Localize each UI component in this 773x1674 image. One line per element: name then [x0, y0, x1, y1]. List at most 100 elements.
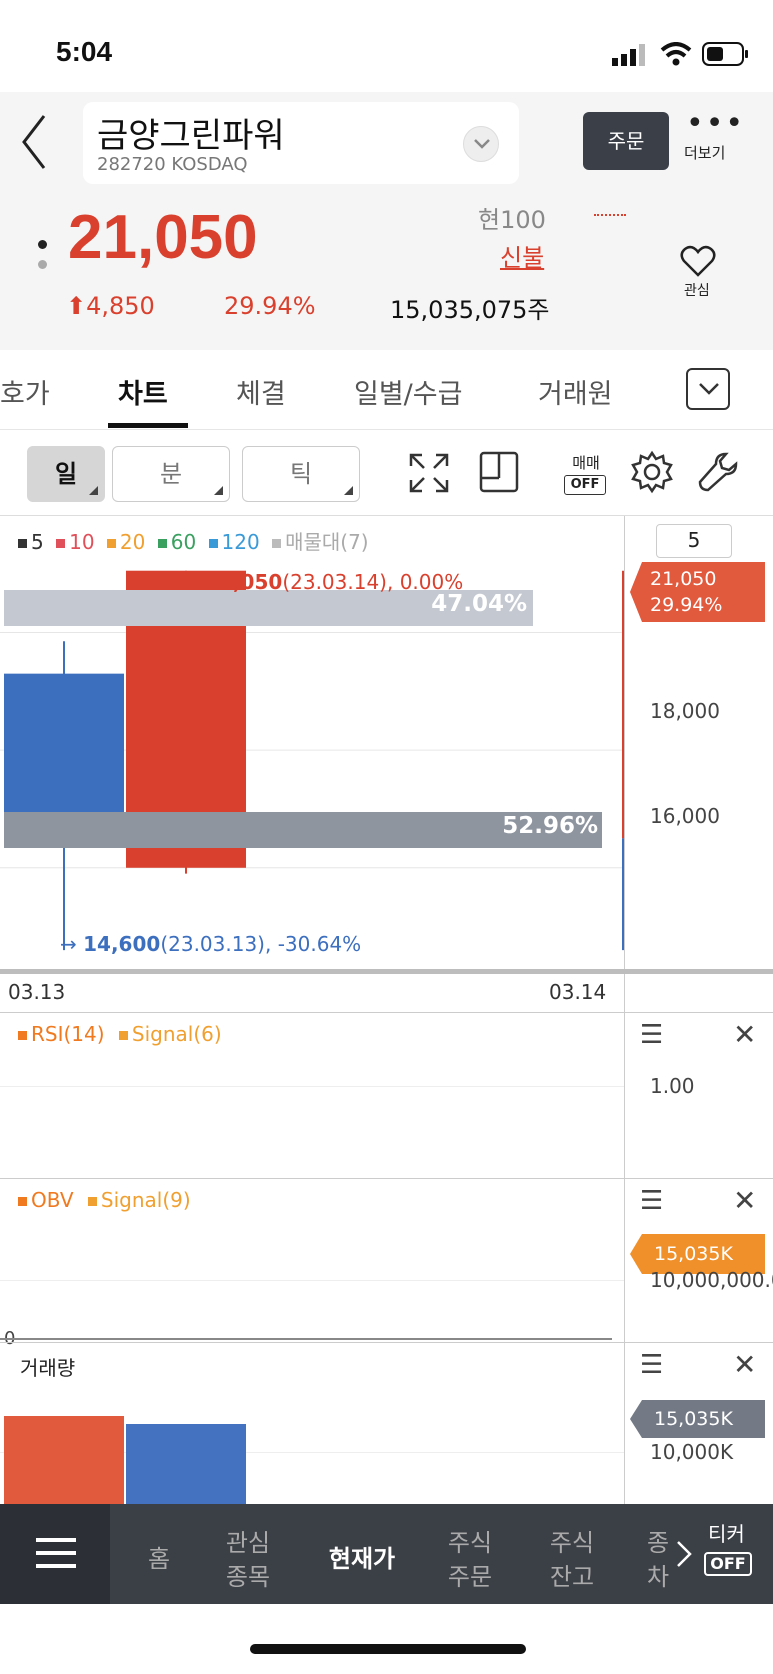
nav-stock-order[interactable]: 주식 주문: [447, 1529, 493, 1591]
volume-bar-0313: [4, 1416, 124, 1504]
nav-home[interactable]: 홈: [147, 1545, 171, 1573]
y-axis-label-16000: 16,000: [650, 804, 720, 828]
chevron-right-icon[interactable]: [674, 1540, 694, 1568]
order-button[interactable]: 주문: [583, 112, 669, 170]
price-tag-value: 21,050: [650, 568, 717, 590]
obv-axis-value: 10,000,000.0: [650, 1268, 773, 1292]
x-label-0313: 03.13: [8, 980, 66, 1004]
tab-daily-supply[interactable]: 일별/수급: [354, 379, 463, 410]
legend-obv-signal: Signal(9): [87, 1188, 191, 1212]
price-change-value: 4,850: [86, 292, 155, 320]
volume-profile-bottom-label: 52.96%: [502, 813, 598, 839]
nav-current-price[interactable]: 현재가: [328, 1545, 396, 1573]
fullscreen-icon[interactable]: [408, 452, 450, 494]
low-annotation: → 14,600(23.03.13), -30.64%: [60, 932, 361, 956]
heart-icon[interactable]: [680, 244, 716, 278]
legend-ma60: 60: [157, 530, 196, 554]
ticker-toggle[interactable]: OFF: [704, 1552, 752, 1576]
divider: [0, 1178, 773, 1179]
volume-bar-0314: [126, 1424, 246, 1504]
stock-selector[interactable]: 금양그린파워 282720 KOSDAQ: [83, 102, 519, 184]
legend-swatch: [87, 1197, 97, 1206]
tab-expand-button[interactable]: [686, 368, 730, 410]
tab-trades[interactable]: 체결: [236, 379, 286, 410]
rsi-close-icon[interactable]: ✕: [733, 1018, 757, 1051]
volume-close-icon[interactable]: ✕: [733, 1348, 757, 1381]
unit-label: 현100: [478, 206, 546, 234]
signal-mark-icon: [594, 214, 626, 217]
chart-area[interactable]: 5 10 20 60 120 매물대(7) 5 47.04% 52.96% → …: [0, 516, 773, 1504]
rsi-menu-icon[interactable]: ☰: [640, 1020, 664, 1050]
trade-toggle[interactable]: OFF: [564, 475, 606, 495]
more-label[interactable]: 더보기: [684, 144, 726, 162]
volume-panel-title: 거래량: [20, 1356, 76, 1380]
obv-tag: 15,035K: [630, 1234, 765, 1274]
nav-stock-balance[interactable]: 주식 잔고: [549, 1529, 595, 1591]
legend-swatch: [18, 539, 27, 548]
stock-dropdown-button[interactable]: [463, 126, 499, 162]
more-icon[interactable]: •••: [686, 106, 746, 141]
legend-swatch: [208, 539, 218, 548]
period-input[interactable]: 5: [656, 524, 732, 558]
stock-name: 금양그린파워: [97, 116, 285, 156]
chart-toolbar: 일 분 틱 매매 OFF: [0, 432, 773, 516]
x-axis-bar: [0, 969, 773, 974]
nav-watchlist[interactable]: 관심 종목: [225, 1529, 271, 1591]
volume-menu-icon[interactable]: ☰: [640, 1350, 664, 1380]
status-time: 5:04: [56, 36, 113, 67]
wifi-icon: [660, 42, 692, 66]
candle-body-03.13[interactable]: [4, 673, 124, 839]
chevron-down-icon: [474, 139, 490, 149]
volume-tag: 15,035K: [630, 1400, 765, 1438]
trade-label[interactable]: 매매: [572, 454, 600, 472]
hamburger-icon: [36, 1538, 76, 1568]
grid-line: [0, 1086, 624, 1087]
period-tick-button[interactable]: 틱: [242, 446, 360, 502]
period-day-label: 일: [54, 460, 78, 488]
ma-legend: 5 10 20 60 120 매물대(7): [18, 526, 369, 555]
legend-obv: OBV: [18, 1188, 74, 1212]
dropdown-triangle-icon: [89, 486, 98, 495]
wrench-icon[interactable]: [696, 450, 740, 494]
obv-legend: OBV Signal(9): [18, 1188, 191, 1212]
rsi-axis-value: 1.00: [650, 1074, 695, 1098]
current-price: 21,050: [68, 203, 258, 272]
high-value: 21,050: [205, 570, 283, 594]
price-change: ⬆4,850: [66, 292, 155, 320]
rsi-legend: RSI(14) Signal(6): [18, 1022, 222, 1046]
legend-swatch: [157, 539, 167, 548]
credit-status-link[interactable]: 신불: [500, 244, 545, 272]
legend-ma10: 10: [56, 530, 95, 554]
tab-chart[interactable]: 차트: [118, 379, 168, 410]
bottom-nav: 홈 관심 종목 현재가 주식 주문 주식 잔고 종 차 티커 OFF: [0, 1504, 773, 1604]
period-minute-button[interactable]: 분: [112, 446, 230, 502]
legend-swatch: [18, 1031, 27, 1040]
menu-button[interactable]: [0, 1504, 110, 1604]
arrow-right-icon: →: [182, 570, 206, 594]
nav-more-item[interactable]: 종 차: [646, 1529, 670, 1591]
obv-close-icon[interactable]: ✕: [733, 1184, 757, 1217]
legend-swatch: [118, 1031, 128, 1040]
low-value: 14,600: [83, 932, 161, 956]
obv-menu-icon[interactable]: ☰: [640, 1186, 664, 1216]
indicator-dot-icon: [38, 240, 47, 249]
tab-brokers[interactable]: 거래원: [538, 379, 613, 410]
legend-volume-profile: 매물대(7): [272, 530, 369, 554]
status-bar: 5:04: [0, 0, 773, 92]
stock-header: 금양그린파워 282720 KOSDAQ 주문 ••• 더보기 21,050 ⬆…: [0, 92, 773, 350]
home-indicator: [250, 1644, 526, 1654]
dropdown-triangle-icon: [214, 486, 223, 495]
up-arrow-icon: ⬆: [66, 292, 87, 320]
chevron-down-icon: [699, 383, 719, 395]
period-day-button[interactable]: 일: [27, 446, 105, 502]
active-tab-indicator: [108, 423, 188, 428]
legend-ma20: 20: [106, 530, 145, 554]
dropdown-triangle-icon: [344, 486, 353, 495]
low-detail: (23.03.13), -30.64%: [160, 932, 362, 956]
legend-swatch: [272, 539, 282, 548]
gear-icon[interactable]: [630, 450, 674, 494]
back-arrow-icon[interactable]: [18, 112, 48, 172]
tab-hoga[interactable]: 호가: [0, 379, 50, 410]
watch-label[interactable]: 관심: [684, 283, 710, 299]
layout-icon[interactable]: [478, 450, 520, 494]
